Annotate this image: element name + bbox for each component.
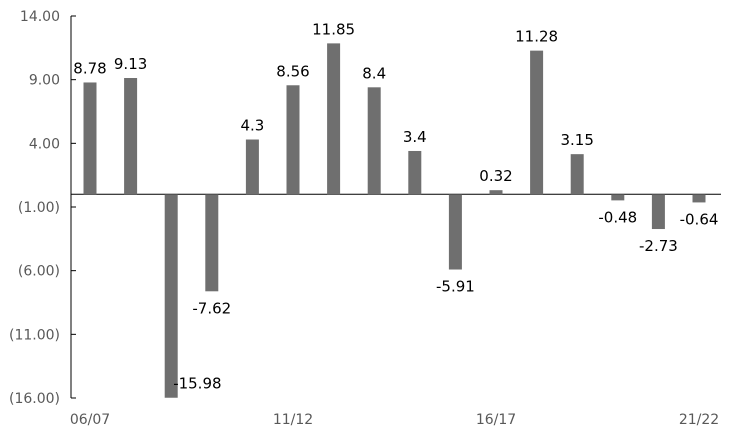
bar-18/19 bbox=[570, 154, 584, 195]
bar-16/17 bbox=[489, 190, 503, 195]
bar-09/10 bbox=[205, 194, 219, 292]
bar-06/07 bbox=[83, 82, 97, 195]
data-label: 8.56 bbox=[276, 62, 309, 80]
data-label: -7.62 bbox=[192, 299, 231, 317]
y-tick-label: 9.00 bbox=[29, 73, 60, 89]
data-label: -2.73 bbox=[639, 237, 678, 255]
bar-20/21 bbox=[651, 194, 665, 230]
bar-11/12 bbox=[286, 85, 300, 195]
data-label: 8.4 bbox=[362, 64, 386, 82]
bar-12/13 bbox=[327, 43, 341, 195]
data-label: -5.91 bbox=[436, 278, 475, 296]
x-tick-label: 21/22 bbox=[679, 412, 719, 428]
data-label: 11.28 bbox=[515, 28, 558, 46]
data-label: 11.85 bbox=[312, 20, 355, 38]
bar-10/11 bbox=[245, 139, 259, 195]
y-tick-label: (16.00) bbox=[9, 391, 60, 407]
x-tick-label: 11/12 bbox=[273, 412, 313, 428]
data-label: 8.78 bbox=[73, 59, 106, 77]
data-label: 0.32 bbox=[479, 167, 512, 185]
x-tick-label: 06/07 bbox=[70, 412, 110, 428]
y-tick-label: (6.00) bbox=[18, 264, 60, 280]
bar-14/15 bbox=[408, 150, 422, 195]
data-label: 4.3 bbox=[240, 117, 264, 135]
data-label: 3.4 bbox=[403, 128, 427, 146]
data-label: -0.64 bbox=[680, 210, 719, 228]
data-label: 9.13 bbox=[114, 55, 147, 73]
y-tick-label: 14.00 bbox=[20, 9, 60, 25]
data-label: -15.98 bbox=[173, 375, 221, 393]
bar-07/08 bbox=[124, 78, 138, 195]
y-tick-label: 4.00 bbox=[29, 136, 60, 152]
data-label: 3.15 bbox=[560, 131, 593, 149]
y-tick-label: (1.00) bbox=[18, 200, 60, 216]
data-label: -0.48 bbox=[598, 208, 637, 226]
bar-15/16 bbox=[448, 194, 462, 270]
y-tick-label: (11.00) bbox=[9, 327, 60, 343]
bar-21/22 bbox=[692, 194, 706, 203]
bar-17/18 bbox=[530, 50, 544, 195]
bar-13/14 bbox=[367, 87, 381, 195]
bar-19/20 bbox=[611, 194, 625, 201]
bar-08/09 bbox=[164, 194, 178, 398]
x-tick-label: 16/17 bbox=[476, 412, 516, 428]
